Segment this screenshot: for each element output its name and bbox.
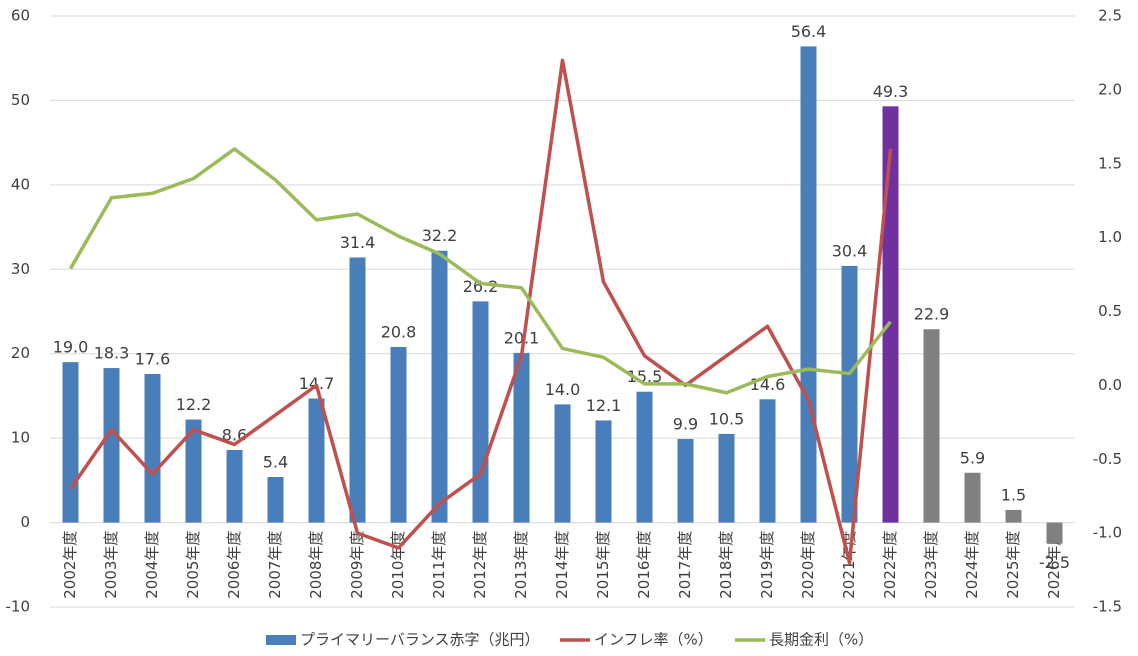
bar xyxy=(62,362,79,523)
bar xyxy=(267,476,284,523)
legend-label: 長期金利（%） xyxy=(769,631,873,649)
x-tick-label: 2002年度 xyxy=(61,531,79,599)
x-tick-label: 2014年度 xyxy=(553,531,571,599)
data-label: 5.4 xyxy=(263,452,288,471)
bar xyxy=(718,433,735,523)
y2-tick-label: -1.0 xyxy=(1093,524,1122,542)
data-label: 5.9 xyxy=(960,448,985,467)
data-label: 14.7 xyxy=(299,374,335,393)
bar xyxy=(472,301,489,523)
bar xyxy=(431,250,448,523)
bar xyxy=(923,329,940,523)
legend-swatch xyxy=(266,635,296,645)
data-label: 19.0 xyxy=(53,338,89,357)
data-label: 26.2 xyxy=(463,277,499,296)
data-label: 30.4 xyxy=(832,241,868,260)
y2-tick-label: -0.5 xyxy=(1093,450,1122,468)
x-tick-label: 2006年度 xyxy=(225,531,243,599)
y-tick-label: 50 xyxy=(11,91,30,109)
y-tick-label: 20 xyxy=(11,344,30,362)
data-label: 20.1 xyxy=(504,328,540,347)
x-tick-label: 2007年度 xyxy=(266,531,284,599)
bar xyxy=(1005,509,1022,523)
data-label: -2.5 xyxy=(1039,553,1070,572)
x-tick-label: 2009年度 xyxy=(348,531,366,599)
x-tick-label: 2016年度 xyxy=(635,531,653,599)
x-tick-label: 2020年度 xyxy=(799,531,817,599)
bar xyxy=(226,449,243,523)
data-label: 17.6 xyxy=(135,349,171,368)
x-tick-label: 2004年度 xyxy=(143,531,161,599)
line-series xyxy=(68,147,892,395)
legend-label: インフレ率（%） xyxy=(594,631,713,649)
bar xyxy=(841,265,858,523)
bar xyxy=(759,399,776,523)
line-series xyxy=(69,58,893,565)
bar xyxy=(103,368,120,523)
bar xyxy=(554,404,571,523)
data-label: 31.4 xyxy=(340,233,376,252)
y2-tick-label: 1.5 xyxy=(1098,154,1122,172)
x-tick-label: 2019年度 xyxy=(758,531,776,599)
data-label: 1.5 xyxy=(1001,485,1026,504)
bar xyxy=(1046,522,1063,544)
data-label: 56.4 xyxy=(791,22,827,41)
bar xyxy=(595,420,612,523)
data-label: 15.5 xyxy=(627,367,663,386)
bar xyxy=(513,352,530,523)
y-tick-label: -10 xyxy=(6,598,31,616)
x-tick-label: 2023年度 xyxy=(922,531,940,599)
y2-tick-label: 2.5 xyxy=(1098,7,1122,25)
x-tick-label: 2005年度 xyxy=(184,531,202,599)
bar xyxy=(144,373,161,523)
x-tick-label: 2024年度 xyxy=(963,531,981,599)
y-tick-label: 30 xyxy=(11,260,30,278)
x-tick-label: 2008年度 xyxy=(307,531,325,599)
y-tick-label: 40 xyxy=(11,175,30,193)
bar xyxy=(800,46,817,523)
data-label: 49.3 xyxy=(873,82,909,101)
bar xyxy=(636,391,653,523)
data-label: 12.1 xyxy=(586,396,622,415)
x-tick-label: 2012年度 xyxy=(471,531,489,599)
x-tick-label: 2017年度 xyxy=(676,531,694,599)
data-label: 32.2 xyxy=(422,226,458,245)
legend-label: プライマリーバランス赤字（兆円） xyxy=(300,631,540,649)
bar xyxy=(677,438,694,523)
y2-tick-label: -1.5 xyxy=(1093,598,1122,616)
data-label: 20.8 xyxy=(381,322,417,341)
x-tick-label: 2025年度 xyxy=(1004,531,1022,599)
data-label: 10.5 xyxy=(709,409,745,428)
y2-tick-label: 0.5 xyxy=(1098,302,1122,320)
y2-tick-label: 0.0 xyxy=(1098,376,1122,394)
x-tick-label: 2003年度 xyxy=(102,531,120,599)
x-tick-label: 2011年度 xyxy=(430,531,448,599)
bar xyxy=(349,257,366,523)
data-label: 18.3 xyxy=(94,344,130,363)
x-tick-label: 2015年度 xyxy=(594,531,612,599)
data-label: 12.2 xyxy=(176,395,212,414)
y-tick-label: 10 xyxy=(11,429,30,447)
x-tick-label: 2018年度 xyxy=(717,531,735,599)
data-label: 9.9 xyxy=(673,414,698,433)
data-label: 22.9 xyxy=(914,305,950,324)
bar xyxy=(882,106,899,523)
bar xyxy=(185,419,202,523)
bar xyxy=(390,346,407,523)
y2-tick-label: 1.0 xyxy=(1098,228,1122,246)
bar xyxy=(964,472,981,523)
x-tick-label: 2026年度 xyxy=(1045,531,1063,599)
y2-tick-label: 2.0 xyxy=(1098,80,1122,98)
y-tick-label: 0 xyxy=(20,513,30,531)
data-label: 14.0 xyxy=(545,380,581,399)
bar xyxy=(308,398,325,523)
x-tick-label: 2013年度 xyxy=(512,531,530,599)
y-tick-label: 60 xyxy=(11,7,30,25)
x-tick-label: 2022年度 xyxy=(881,531,899,599)
